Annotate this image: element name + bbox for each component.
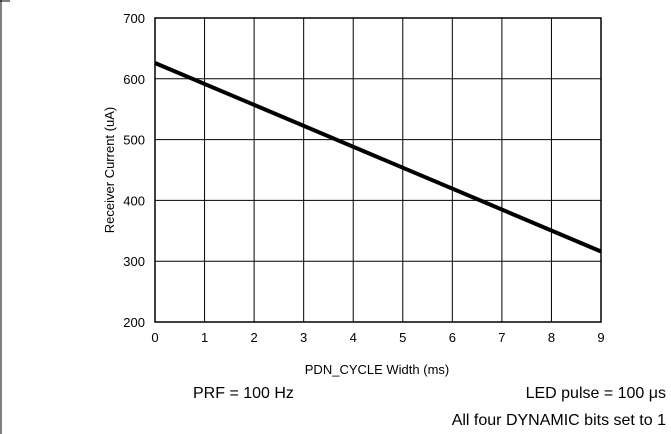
y-tick-label: 400	[123, 193, 145, 208]
series-line	[154, 61, 602, 254]
x-axis-label: PDN_CYCLE Width (ms)	[305, 362, 449, 377]
y-tick-label: 700	[123, 11, 145, 26]
x-tick-label: 7	[498, 330, 505, 345]
led-pulse-note: LED pulse = 100 μs	[525, 385, 666, 402]
x-tick-label: 0	[151, 330, 158, 345]
plot-border	[154, 17, 602, 323]
x-tick-label: 5	[399, 330, 406, 345]
x-tick-label: 8	[548, 330, 555, 345]
y-tick-label: 600	[123, 72, 145, 87]
x-tick-label: 9	[597, 330, 604, 345]
x-tick-label: 3	[300, 330, 307, 345]
x-tick-label: 2	[250, 330, 257, 345]
y-tick-label: 200	[123, 315, 145, 330]
y-tick-label: 300	[123, 254, 145, 269]
dynamic-bits-note: All four DYNAMIC bits set to 1	[451, 412, 666, 429]
x-tick-label: 4	[350, 330, 357, 345]
x-tick-label: 1	[201, 330, 208, 345]
prf-note: PRF = 100 Hz	[193, 385, 294, 402]
y-tick-label: 500	[123, 133, 145, 148]
plot-area: 0 1 2 3 4 5 6 7 8 9 200 300 400 500 600 700	[123, 11, 604, 345]
y-axis-label: Receiver Current (uA)	[102, 107, 117, 233]
x-tick-label: 6	[449, 330, 456, 345]
